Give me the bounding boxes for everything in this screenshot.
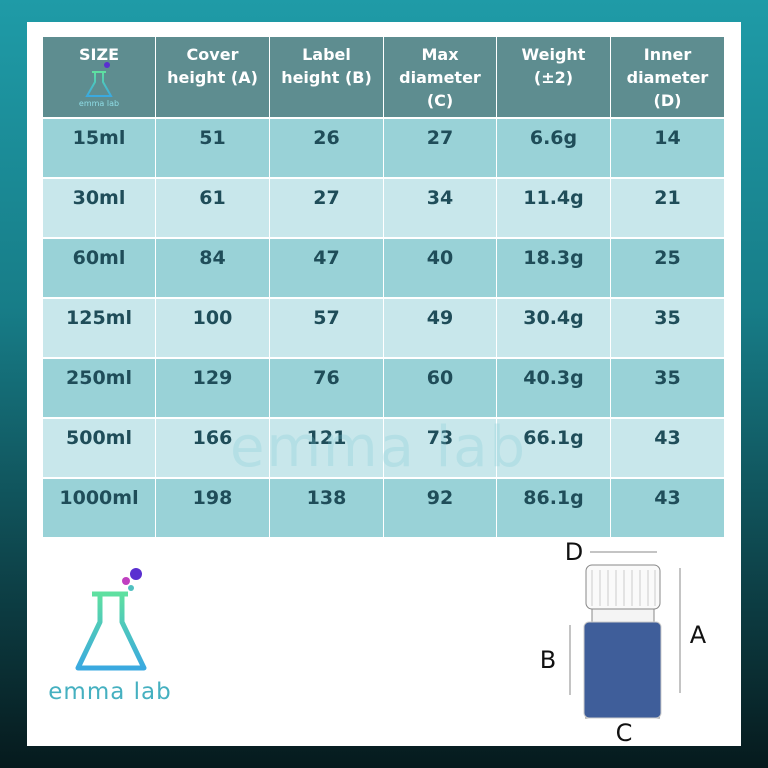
header-text: Max	[421, 45, 459, 64]
table-cell: 26	[270, 117, 384, 177]
table-cell: 18.3g	[497, 237, 611, 297]
table-cell: 57	[270, 297, 384, 357]
table-cell: 25	[611, 237, 725, 297]
table-cell: 47	[270, 237, 384, 297]
table-cell: 27	[384, 117, 497, 177]
table-cell: 40.3g	[497, 357, 611, 417]
header-cell: Cover height (A)	[156, 37, 270, 117]
table-cell: 73	[384, 417, 497, 477]
small-logo: emma lab	[79, 62, 119, 108]
table-cell: 51	[156, 117, 270, 177]
table-cell: 198	[156, 477, 270, 537]
header-text: (D)	[653, 91, 682, 110]
table-cell: 15ml	[43, 117, 156, 177]
table-cell: 49	[384, 297, 497, 357]
header-text: Inner	[643, 45, 692, 64]
header-text: (±2)	[533, 68, 574, 87]
table-cell: 86.1g	[497, 477, 611, 537]
header-cell: Weight (±2)	[497, 37, 611, 117]
header-cell: Label height (B)	[270, 37, 384, 117]
table-cell: 11.4g	[497, 177, 611, 237]
table-cell: 66.1g	[497, 417, 611, 477]
table-cell: 166	[156, 417, 270, 477]
table-cell: 40	[384, 237, 497, 297]
header-text: Weight	[521, 45, 586, 64]
table-cell: 129	[156, 357, 270, 417]
label-d: D	[565, 538, 583, 566]
table-cell: 125ml	[43, 297, 156, 357]
table-cell: 84	[156, 237, 270, 297]
header-text: diameter	[399, 68, 481, 87]
table-cell: 34	[384, 177, 497, 237]
header-text: (C)	[426, 91, 454, 110]
header-cell: Max diameter (C)	[384, 37, 497, 117]
header-text: Cover	[186, 45, 239, 64]
table-cell: 14	[611, 117, 725, 177]
table-cell: 500ml	[43, 417, 156, 477]
table-cell: 61	[156, 177, 270, 237]
table-cell: 138	[270, 477, 384, 537]
small-logo-text: emma lab	[79, 99, 119, 108]
header-text: height (B)	[281, 68, 372, 87]
table-cell: 43	[611, 477, 725, 537]
logo: emma lab	[48, 568, 171, 705]
table-cell: 6.6g	[497, 117, 611, 177]
header-text: SIZE	[78, 45, 119, 64]
table-cell: 30.4g	[497, 297, 611, 357]
label-b: B	[540, 646, 556, 674]
table-cell: 100	[156, 297, 270, 357]
table-cell: 43	[611, 417, 725, 477]
header-text: height (A)	[167, 68, 258, 87]
table-cell: 35	[611, 297, 725, 357]
table-cell: 76	[270, 357, 384, 417]
label-a: A	[690, 621, 707, 649]
table-cell: 92	[384, 477, 497, 537]
bottle-diagram	[569, 551, 681, 719]
table-cell: 121	[270, 417, 384, 477]
header-text: Label	[302, 45, 351, 64]
table-cell: 1000ml	[43, 477, 156, 537]
table-cell: 35	[611, 357, 725, 417]
table-cell: 27	[270, 177, 384, 237]
table-cell: 21	[611, 177, 725, 237]
table-cell: 60ml	[43, 237, 156, 297]
table-cell: 250ml	[43, 357, 156, 417]
label-c: C	[616, 719, 633, 747]
watermark: emma lab	[230, 415, 528, 480]
header-cell: Inner diameter (D)	[611, 37, 725, 117]
header-cell: SIZE	[43, 37, 156, 117]
table-cell: 30ml	[43, 177, 156, 237]
logo-text: emma lab	[48, 679, 171, 705]
header-text: diameter	[626, 68, 709, 87]
table-cell: 60	[384, 357, 497, 417]
